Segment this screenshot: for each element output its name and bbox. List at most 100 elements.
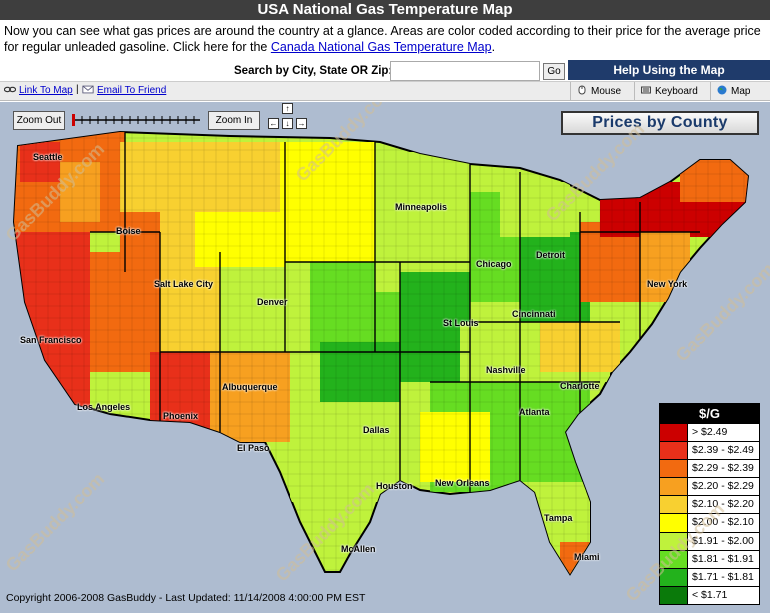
envelope-icon (82, 85, 94, 94)
city-label: Denver (257, 297, 288, 307)
city-label: Atlanta (519, 407, 550, 417)
mouse-icon (578, 85, 586, 95)
map-mode-button[interactable]: Prices by County (561, 111, 759, 135)
us-map-svg[interactable] (0, 102, 770, 613)
legend-label: $2.10 - $2.20 (692, 498, 754, 511)
tab-mouse[interactable]: Mouse (570, 82, 634, 101)
price-legend: $/G > $2.49 $2.39 - $2.49 $2.29 - $2.39 … (659, 403, 760, 605)
city-label: Los Angeles (77, 402, 131, 412)
state-borders (90, 132, 700, 502)
zoom-in-button[interactable]: Zoom In (208, 111, 260, 130)
canada-map-link[interactable]: Canada National Gas Temperature Map (270, 40, 492, 54)
legend-label: < $1.71 (692, 588, 728, 601)
go-button[interactable]: Go (543, 63, 565, 80)
region-florida[interactable] (520, 482, 590, 582)
region-mid-atlantic[interactable] (640, 232, 690, 302)
legend-swatch (660, 496, 688, 514)
legend-swatch (660, 460, 688, 478)
legend-label: $1.91 - $2.00 (692, 534, 754, 547)
legend-row: $1.71 - $1.81 (660, 567, 759, 586)
region-idaho-south[interactable] (120, 212, 160, 272)
keyboard-icon (641, 86, 651, 94)
tab-keyboard-label: Keyboard (655, 86, 698, 97)
legend-label: $1.81 - $1.91 (692, 552, 754, 565)
region-miami[interactable] (560, 542, 590, 582)
legend-row: $1.81 - $1.91 (660, 549, 759, 568)
region-missouri[interactable] (400, 272, 470, 382)
search-bar: Search by City, State OR Zip: Go (0, 60, 566, 82)
city-label: Salt Lake City (154, 279, 214, 289)
tab-map[interactable]: Map (710, 82, 770, 101)
legend-row: $2.39 - $2.49 (660, 441, 759, 460)
legend-swatch (660, 586, 688, 604)
legend-swatch (660, 442, 688, 460)
zoom-out-button[interactable]: Zoom Out (13, 111, 65, 130)
intro-suffix: . (491, 40, 496, 54)
city-label: El Paso (237, 443, 270, 453)
region-oregon[interactable] (60, 162, 100, 222)
search-input[interactable] (390, 61, 540, 81)
email-to-friend-label: Email To Friend (97, 85, 167, 96)
toolbar-separator: | (76, 84, 79, 95)
city-label: Boise (116, 226, 141, 236)
legend-label: $2.20 - $2.29 (692, 480, 754, 493)
region-maine[interactable] (680, 142, 750, 202)
city-label: Tampa (544, 513, 573, 523)
region-wyoming[interactable] (195, 212, 285, 267)
city-label: McAllen (341, 544, 376, 554)
legend-row: > $2.49 (660, 423, 759, 442)
city-label: San Francisco (20, 335, 82, 345)
city-label: Miami (574, 552, 600, 562)
tab-keyboard[interactable]: Keyboard (634, 82, 710, 101)
legend-swatch (660, 550, 688, 568)
city-label: Cincinnati (512, 309, 556, 319)
legend-row: $2.20 - $2.29 (660, 477, 759, 496)
zoom-slider[interactable] (72, 114, 200, 126)
link-to-map-link[interactable]: Link To Map (4, 85, 73, 96)
region-new-mexico[interactable] (210, 352, 290, 442)
gas-price-map[interactable]: Zoom Out Zoom In ↑ ← ↓ → Prices by Count… (0, 102, 770, 613)
search-label: Search by City, State OR Zip: (234, 65, 393, 77)
legend-swatch (660, 532, 688, 550)
legend-row: $2.10 - $2.20 (660, 495, 759, 514)
city-label: New Orleans (435, 478, 490, 488)
link-to-map-label: Link To Map (19, 85, 73, 96)
legend-title: $/G (660, 404, 759, 423)
legend-swatch (660, 514, 688, 532)
pan-down-button[interactable]: ↓ (282, 118, 293, 129)
city-label: Dallas (363, 425, 390, 435)
legend-swatch (660, 568, 688, 586)
tab-mouse-label: Mouse (591, 86, 622, 97)
legend-label: $1.71 - $1.81 (692, 570, 754, 583)
pan-left-button[interactable]: ← (268, 118, 279, 129)
region-utah[interactable] (160, 262, 220, 352)
intro-body: Now you can see what gas prices are arou… (4, 24, 761, 54)
chain-link-icon (4, 86, 16, 93)
city-label: Chicago (476, 259, 512, 269)
zoom-slider-handle[interactable] (72, 114, 75, 126)
legend-row: $1.91 - $2.00 (660, 531, 759, 550)
pan-right-button[interactable]: → (296, 118, 307, 129)
region-dakotas[interactable] (280, 142, 375, 262)
city-label: Detroit (536, 250, 565, 260)
city-label: Charlotte (560, 381, 600, 391)
legend-row: $2.00 - $2.10 (660, 513, 759, 532)
city-label: Minneapolis (395, 202, 448, 212)
page-title: USA National Gas Temperature Map (0, 0, 770, 20)
region-colorado[interactable] (220, 262, 310, 352)
email-to-friend-link[interactable]: Email To Friend (82, 85, 166, 96)
region-ohio-indiana[interactable] (520, 232, 590, 322)
region-michigan[interactable] (500, 182, 570, 237)
region-minnesota-iowa[interactable] (375, 152, 470, 292)
region-seattle-area[interactable] (20, 142, 60, 182)
legend-row: $2.29 - $2.39 (660, 459, 759, 478)
city-label: Seattle (33, 152, 63, 162)
legend-swatch (660, 424, 688, 442)
city-label: Phoenix (163, 411, 199, 421)
city-label: Albuquerque (222, 382, 278, 392)
city-label: St Louis (443, 318, 479, 328)
pan-up-button[interactable]: ↑ (282, 103, 293, 114)
region-louisiana[interactable] (420, 412, 490, 482)
footer-copyright: Copyright 2006-2008 GasBuddy - Last Upda… (6, 592, 366, 604)
city-label: Nashville (486, 365, 526, 375)
